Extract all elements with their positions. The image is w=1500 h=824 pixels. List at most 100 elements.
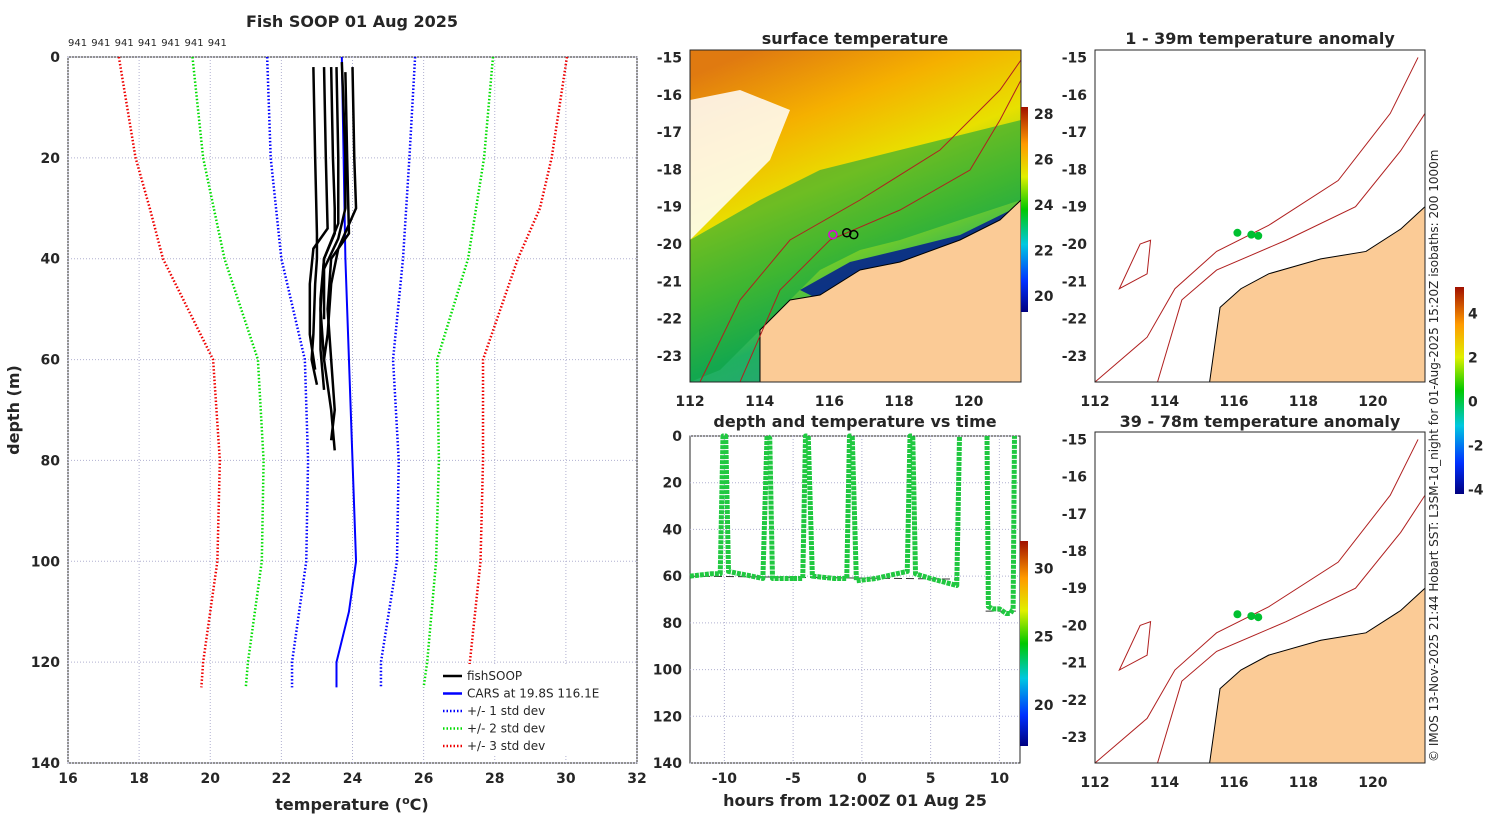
lon-tick-label: 118 [1289,394,1318,410]
x-tick-label: 24 [343,771,363,787]
isobath-200m [1157,494,1425,763]
dive-track [793,433,962,588]
lat-tick-label: -15 [657,50,682,66]
lat-tick-label: -22 [1062,312,1087,328]
y-tick-label: 40 [41,252,61,268]
sample-count-label: 941 [68,38,87,49]
y-tick-label: 60 [663,569,683,585]
lat-tick-label: -21 [657,274,682,290]
sample-count-label: 941 [91,38,110,49]
lon-tick-label: 120 [954,394,983,410]
anomaly-upper-title: 1 - 39m temperature anomaly [1125,29,1395,48]
lat-tick-label: -16 [1062,88,1087,104]
sample-count-label: 941 [208,38,227,49]
lon-tick-label: 114 [745,394,774,410]
anomaly-colorbar-tick: -2 [1468,439,1484,455]
legend-label: CARS at 19.8S 116.1E [467,687,599,701]
sst-colorbar-tick: 26 [1034,152,1053,168]
legend-label: +/- 1 std dev [467,704,545,718]
profile-panel: Fish SOOP 01 Aug 2025 941 941 941 941 941 941… [4,12,647,814]
y-tick-label: 120 [653,709,682,725]
lat-tick-label: -20 [1062,618,1088,634]
y-tick-label: 100 [653,663,682,679]
profile-title: Fish SOOP 01 Aug 2025 [246,12,458,31]
lat-tick-label: -17 [1062,507,1087,523]
lon-tick-label: 118 [884,394,913,410]
anomaly-point [1247,612,1256,621]
reef-isobath [1118,239,1152,290]
lat-tick-label: -23 [657,349,682,365]
sample-count-label: 941 [161,38,180,49]
top-labels: 941 941 941 941 941 941 941 [68,38,227,49]
sst-colorbar [1021,107,1028,312]
cool-water [690,120,1021,382]
std-line-1-upper [379,56,417,688]
x-tick-label: 0 [857,771,867,787]
lon-tick-label: 116 [815,394,844,410]
x-tick-label: 10 [990,771,1010,787]
y-tick-label: 80 [663,616,683,632]
lat-tick-label: -19 [1062,200,1087,216]
anomaly-point [1233,610,1242,619]
y-tick-label: 80 [41,453,61,469]
anomaly-colorbar-tick: 0 [1468,395,1478,411]
land [1209,587,1425,763]
lat-tick-label: -15 [1062,50,1087,66]
legend-box [438,664,628,756]
fish-profile-line [322,61,347,320]
y-tick-label: 60 [41,353,61,369]
x-tick-label: 18 [129,771,148,787]
depth-time-xlabel: hours from 12:00Z 01 Aug 25 [723,791,987,810]
anomaly-colorbar-tick: 2 [1468,350,1478,366]
isobath-1000m [1095,439,1419,763]
sst-title: surface temperature [762,29,949,48]
std-line-3-upper [465,56,569,688]
y-tick-label: 20 [663,476,683,492]
fish-profile-line [308,67,329,370]
anomaly-point [1254,231,1263,240]
track-point [849,229,859,240]
lat-tick-label: -23 [1062,349,1087,365]
x-tick-label: 22 [272,771,291,787]
sst-colorbar-tick: 24 [1034,198,1054,214]
anomaly-point [1254,613,1263,622]
depth-time-colorbar-tick: 20 [1034,698,1054,714]
isobath-1000m [699,59,1021,382]
depth-time-title: depth and temperature vs time [713,412,996,431]
depth-time-colorbar-tick: 25 [1034,630,1053,646]
land [759,199,1021,382]
lat-tick-label: -20 [657,237,683,253]
anomaly-colorbar-tick: -4 [1468,483,1484,499]
y-tick-label: 0 [50,50,60,66]
lat-tick-label: -16 [1062,470,1087,486]
std-line-2-lower [191,56,265,688]
lat-tick-label: -23 [1062,730,1087,746]
lon-tick-label: 112 [675,394,704,410]
lat-tick-label: -22 [657,312,682,328]
y-tick-label: 120 [31,655,60,671]
track-point [828,229,838,240]
anomaly-map-upper: 1 - 39m temperature anomaly 112 114 116 118… [1062,29,1426,410]
lon-tick-label: 116 [1219,775,1248,791]
y-tick-label: 20 [41,151,61,167]
anomaly-point [1247,230,1256,239]
isobath-200m [1157,113,1425,382]
legend-label: fishSOOP [467,669,522,683]
lat-tick-label: -18 [657,162,682,178]
sample-count-label: 941 [115,38,134,49]
lat-tick-label: -21 [1062,656,1087,672]
sample-count-label: 941 [138,38,157,49]
anomaly-lower-title: 39 - 78m temperature anomaly [1120,412,1401,431]
x-tick-label: 28 [485,771,504,787]
dive-track [984,435,1017,617]
lat-tick-label: -19 [657,200,682,216]
anomaly-point [1233,228,1242,237]
lat-tick-label: -20 [1062,237,1088,253]
lon-tick-label: 120 [1358,394,1387,410]
anomaly-colorbar-tick: 4 [1468,306,1478,322]
depth-time-panel: depth and temperature vs time -10 -5 0 5 100… [653,412,1054,810]
legend-label: +/- 2 std dev [467,722,545,736]
cloud-mask [690,90,790,240]
depth-time-colorbar-tick: 30 [1034,561,1054,577]
